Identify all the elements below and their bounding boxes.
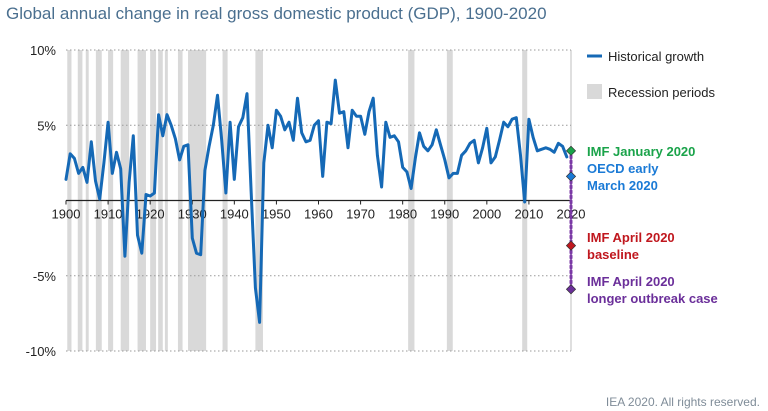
projections: IMF January 2020 OECD early March 2020 IMF … bbox=[565, 144, 718, 306]
x-tick-label: 2000 bbox=[472, 207, 501, 222]
series bbox=[64, 78, 569, 324]
x-tick-label: 1910 bbox=[94, 207, 123, 222]
legend-label: Historical growth bbox=[608, 49, 704, 64]
projection-marker-3 bbox=[565, 284, 577, 295]
x-tick-label: 1980 bbox=[388, 207, 417, 222]
chart-title: Global annual change in real gross domes… bbox=[6, 4, 547, 23]
projection-label: IMF January 2020 bbox=[587, 144, 695, 159]
grid-lines bbox=[66, 49, 571, 352]
projection-marker-1 bbox=[565, 171, 577, 182]
legend: Historical growth Recession periods bbox=[587, 49, 715, 100]
projection-marker-0 bbox=[565, 145, 577, 156]
y-tick-label: -5% bbox=[33, 269, 57, 284]
x-tick-label: 1960 bbox=[304, 207, 333, 222]
x-tick-label: 1970 bbox=[346, 207, 375, 222]
projection-label: IMF April 2020 bbox=[587, 230, 675, 245]
y-tick-label: -10% bbox=[26, 344, 57, 359]
x-tick-label: 1920 bbox=[136, 207, 165, 222]
credit-text: IEA 2020. All rights reserved. bbox=[605, 395, 760, 409]
legend-swatch-recession bbox=[587, 84, 602, 99]
projection-label: March 2020 bbox=[587, 178, 658, 193]
y-tick-label: 5% bbox=[37, 118, 56, 133]
series-line-historical-growth bbox=[64, 78, 569, 324]
y-tick-label: 10% bbox=[30, 43, 56, 58]
projection-marker-2 bbox=[565, 240, 577, 251]
projection-label: IMF April 2020 bbox=[587, 274, 675, 289]
projection-label: OECD early bbox=[587, 161, 659, 176]
projection-label: baseline bbox=[587, 247, 639, 262]
x-tick-label: 1990 bbox=[430, 207, 459, 222]
x-tick-label: 2010 bbox=[514, 207, 543, 222]
legend-label: Recession periods bbox=[608, 85, 715, 100]
projection-label: longer outbreak case bbox=[587, 291, 718, 306]
axes: 10%5%-5%-10%1900 1910 1920 1930 1940 1950 1960… bbox=[26, 43, 586, 359]
x-tick-label: 1940 bbox=[220, 207, 249, 222]
x-tick-label: 1900 bbox=[52, 207, 81, 222]
x-tick-label: 1950 bbox=[262, 207, 291, 222]
